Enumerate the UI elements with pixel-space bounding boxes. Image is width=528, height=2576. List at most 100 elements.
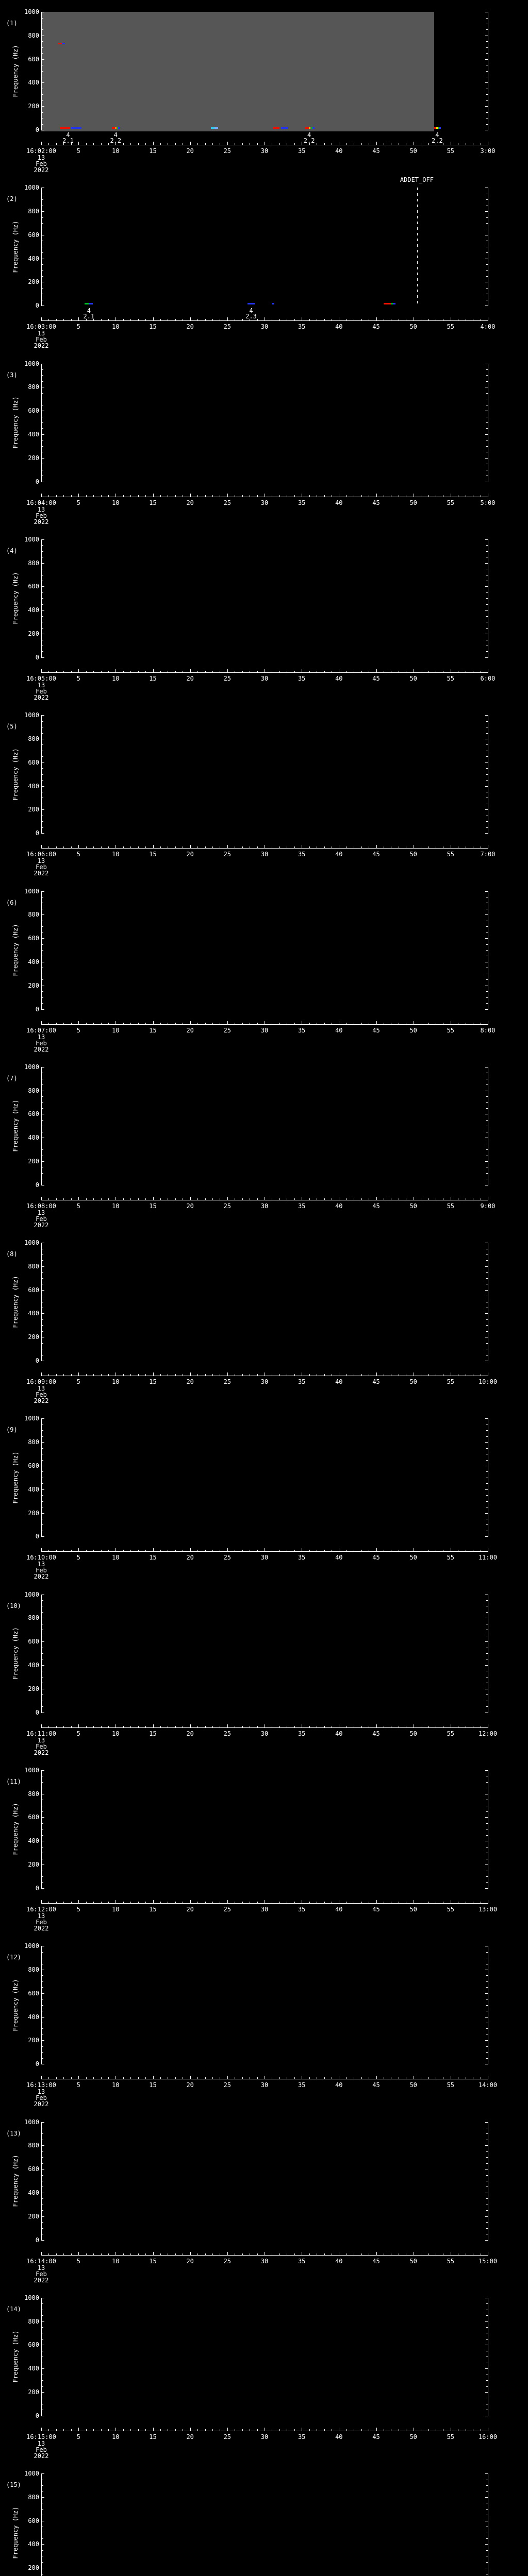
y-tick [42,1987,43,1988]
y-tick [42,944,43,945]
x-tick-label: 20 [186,1026,194,1034]
x-tick-label: 30 [260,2081,269,2089]
x-tick [41,1372,42,1376]
y-tick [42,1343,43,1344]
date-label: 13 [37,505,45,513]
y-tick [42,2157,43,2158]
x-tick [279,2077,280,2079]
y-axis-left-spine [41,891,42,1010]
y-tick [42,1993,44,1994]
y-tick [486,369,488,370]
y-tick [42,2544,44,2545]
x-tick-label: 35 [298,851,306,858]
y-tick [42,82,44,83]
x-tick [361,846,362,849]
y-tick [485,2145,488,2146]
y-tick [486,1102,488,1103]
y-tick [42,744,43,745]
start-time-label: 16:02:00 [26,147,56,155]
y-tick [42,1495,43,1496]
y-tick [486,2157,488,2158]
x-tick [145,1022,146,1024]
date-label: Feb [36,1742,47,1750]
x-tick [56,319,57,321]
x-tick-label: 55 [447,1378,455,1386]
x-tick [130,2429,131,2431]
x-tick [227,2251,228,2255]
x-tick [71,670,72,672]
y-tick-label: 800 [28,1438,39,1446]
x-tick [212,2077,213,2079]
x-tick [71,2253,72,2255]
y-tick-label: 1000 [24,1239,39,1247]
y-tick [486,1524,488,1526]
x-tick [130,2077,131,2079]
y-tick [42,2133,43,2134]
y-tick [42,29,43,30]
y-tick [42,2538,43,2539]
y-tick [486,1501,488,1502]
x-tick [242,846,243,849]
x-tick-label: 30 [260,147,269,155]
x-tick [309,846,310,849]
x-tick [197,1725,199,1727]
y-tick [485,1770,488,1771]
frequency-axis-title: Frequency (Hz) [12,221,19,273]
y-tick [486,1278,488,1279]
x-tick [376,1021,377,1024]
y-tick-label: 800 [28,383,39,391]
y-tick [42,287,43,289]
y-tick-label: 400 [28,1485,39,1493]
x-tick [71,319,72,321]
x-tick [309,1022,310,1024]
x-tick [376,142,377,145]
x-tick [153,2427,154,2431]
x-tick [101,319,102,321]
spectrogram-panel: 0 200 400 600 800 1000 Frequency (Hz) (14) 16:15… [0,2286,528,2462]
x-tick [93,1022,94,1024]
x-tick [101,670,102,672]
x-tick-label: 45 [372,1905,380,1913]
y-tick [486,2151,488,2152]
x-tick [205,143,206,145]
y-tick [42,1770,44,1771]
x-tick [123,670,124,672]
y-tick-label: 400 [28,430,39,438]
date-label: Feb [36,336,47,344]
date-label: Feb [36,687,47,695]
x-tick [48,2253,50,2255]
frequency-axis-title: Frequency (Hz) [12,44,19,97]
x-tick [346,495,347,497]
x-tick-label: 40 [335,2257,343,2265]
y-tick-label: 0 [35,478,39,485]
y-tick-label: 0 [35,1533,39,1540]
y-tick-label: 800 [28,1262,39,1270]
x-tick [324,1725,325,1727]
y-tick-label: 0 [35,829,39,837]
x-tick-label: 10 [112,1730,120,1737]
y-tick [42,446,43,447]
x-tick [212,670,213,672]
spectrogram-panel: 0 200 400 600 800 1000 Frequency (Hz) (5) 16:06:… [0,703,528,879]
y-tick [42,551,43,552]
x-tick-label: 20 [186,323,194,331]
x-tick [309,319,310,321]
y-tick-label: 600 [28,935,39,942]
x-tick-label: 5 [76,1730,80,1737]
y-tick [42,2491,43,2492]
y-tick-label: 0 [35,1181,39,1189]
x-tick [294,1374,295,1376]
x-tick [86,1374,87,1376]
y-tick [42,1149,43,1150]
y-tick [42,1003,43,1004]
y-tick [486,1272,488,1273]
x-tick [309,2253,310,2255]
x-tick [205,1550,206,1552]
x-tick-label: 10 [112,2081,120,2089]
x-tick [294,846,295,849]
y-tick [486,71,488,72]
y-tick [486,446,488,447]
y-tick [486,47,488,48]
x-tick-label: 45 [372,1730,380,1737]
spectrogram-panel: 0 200 400 600 800 1000 Frequency (Hz) (8) 16:09:… [0,1231,528,1407]
